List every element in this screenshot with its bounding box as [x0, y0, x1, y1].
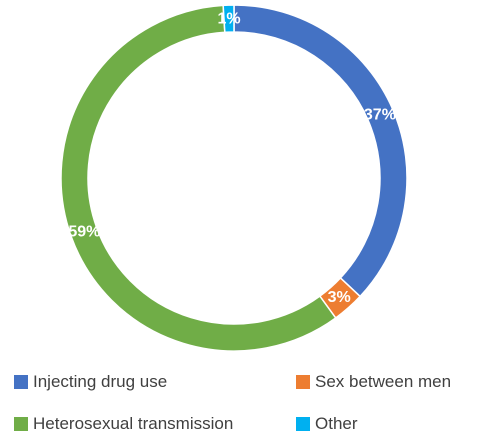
donut-slice-injecting-drug-use — [233, 4, 408, 298]
data-label-heterosexual-transmission: 59% — [68, 223, 100, 240]
donut-slice-other — [222, 4, 235, 34]
data-label-injecting-drug-use: 37% — [364, 106, 396, 123]
slice-labels: 37% 3% 59% 1% — [68, 11, 396, 306]
donut-slices — [60, 4, 408, 352]
data-label-sex-between-men: 3% — [328, 289, 351, 306]
data-label-other: 1% — [217, 11, 240, 28]
donut-slice-heterosexual-transmission — [60, 4, 337, 352]
